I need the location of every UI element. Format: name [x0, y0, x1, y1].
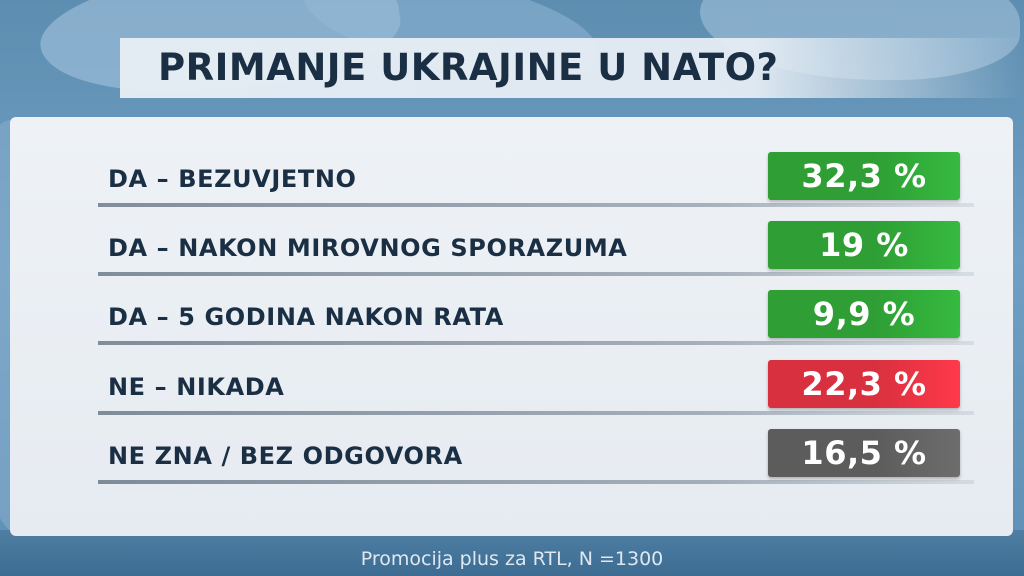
row-value: 9,9 %: [812, 295, 916, 333]
row-value: 22,3 %: [801, 365, 927, 403]
row-label: NE – NIKADA: [108, 373, 285, 401]
row-value: 32,3 %: [801, 157, 927, 195]
row-divider: [98, 272, 974, 276]
row-label: DA – BEZUVJETNO: [108, 165, 357, 193]
row-label: NE ZNA / BEZ ODGOVORA: [108, 442, 463, 470]
row-divider: [98, 480, 974, 484]
row-divider: [98, 203, 974, 207]
value-badge: 16,5 %: [768, 429, 960, 477]
row-value: 16,5 %: [801, 434, 927, 472]
result-row: DA – 5 GODINA NAKON RATA 9,9 %: [98, 289, 974, 345]
title-bar: [120, 38, 1024, 98]
chart-title: PRIMANJE UKRAJINE U NATO?: [158, 46, 779, 89]
result-row: DA – NAKON MIROVNOG SPORAZUMA 19 %: [98, 220, 974, 276]
value-badge: 22,3 %: [768, 360, 960, 408]
row-divider: [98, 411, 974, 415]
source-footnote: Promocija plus za RTL, N =1300: [360, 548, 664, 570]
value-badge: 32,3 %: [768, 152, 960, 200]
result-row: NE ZNA / BEZ ODGOVORA 16,5 %: [98, 428, 974, 484]
row-label: DA – NAKON MIROVNOG SPORAZUMA: [108, 234, 628, 262]
results-panel: DA – BEZUVJETNO 32,3 % DA – NAKON MIROVN…: [10, 117, 1013, 536]
value-badge: 19 %: [768, 221, 960, 269]
result-row: NE – NIKADA 22,3 %: [98, 359, 974, 415]
result-row: DA – BEZUVJETNO 32,3 %: [98, 151, 974, 207]
background-bottom-band: [0, 530, 1024, 576]
value-badge: 9,9 %: [768, 290, 960, 338]
row-value: 19 %: [819, 226, 909, 264]
row-label: DA – 5 GODINA NAKON RATA: [108, 303, 504, 331]
row-divider: [98, 341, 974, 345]
